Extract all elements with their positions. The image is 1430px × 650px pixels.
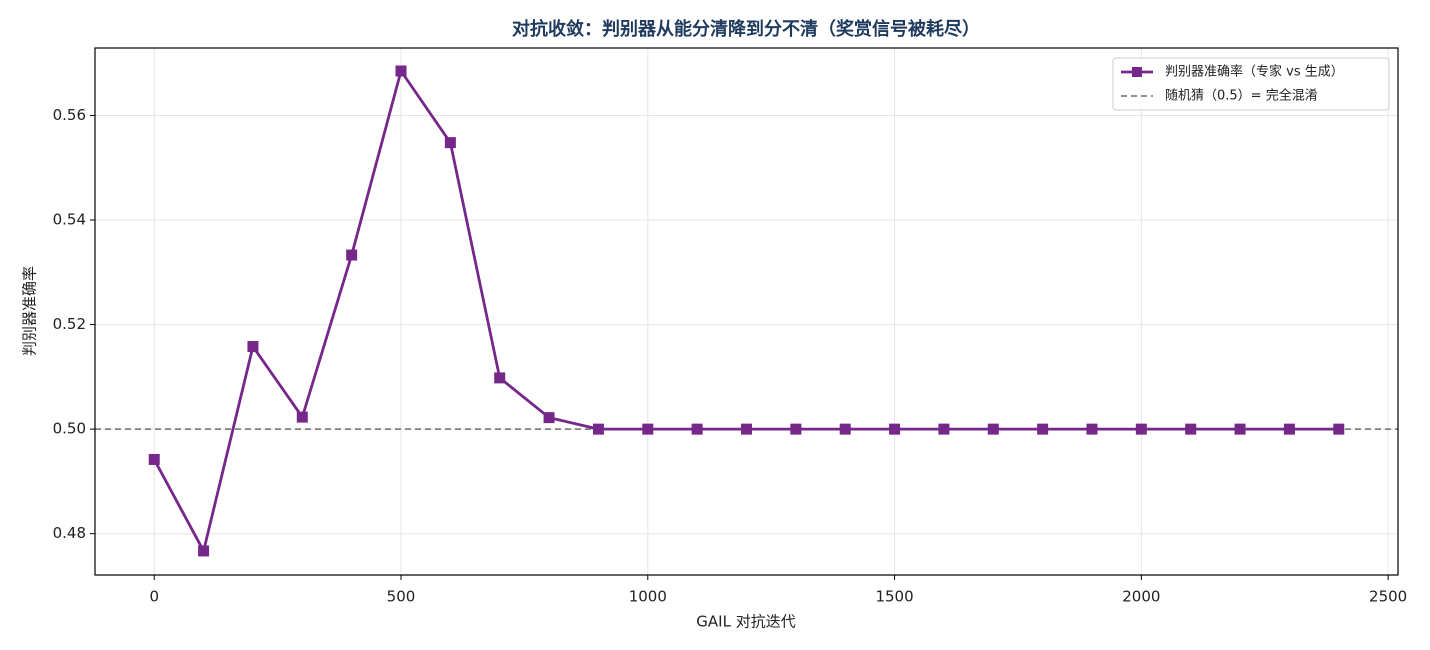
y-tick-label: 0.56 xyxy=(53,106,86,124)
data-point xyxy=(395,65,407,77)
data-point xyxy=(444,137,456,149)
x-tick-label: 0 xyxy=(149,588,159,606)
data-point xyxy=(1037,423,1049,435)
y-tick-label: 0.54 xyxy=(53,211,86,229)
plot-frame xyxy=(94,47,1399,576)
x-tick-label: 1000 xyxy=(629,588,667,606)
data-point xyxy=(642,423,654,435)
data-point xyxy=(247,341,259,353)
x-tick-label: 500 xyxy=(387,588,416,606)
data-point xyxy=(889,423,901,435)
data-point xyxy=(592,423,604,435)
data-point xyxy=(741,423,752,435)
data-line xyxy=(152,67,1339,555)
data-point xyxy=(790,423,802,435)
y-tick-label: 0.50 xyxy=(53,420,86,438)
legend-label: 判别器准确率（专家 vs 生成） xyxy=(1165,64,1344,80)
legend-marker xyxy=(1132,67,1142,77)
data-point xyxy=(346,249,358,261)
y-tick-label: 0.48 xyxy=(53,524,86,542)
data-point xyxy=(494,372,506,384)
x-axis-label: GAIL 对抗迭代 xyxy=(696,613,795,631)
y-axis-label: 判别器准确率 xyxy=(21,266,39,356)
data-point xyxy=(839,423,851,435)
data-point xyxy=(1185,423,1197,435)
data-point xyxy=(1283,423,1295,435)
x-tick-label: 2500 xyxy=(1369,588,1407,606)
data-point xyxy=(198,545,210,557)
data-point xyxy=(938,423,950,435)
y-tick-label: 0.52 xyxy=(53,315,86,333)
x-tick-label: 2000 xyxy=(1122,588,1160,606)
data-point xyxy=(543,412,555,424)
legend-label: 随机猜（0.5）= 完全混淆 xyxy=(1165,88,1318,104)
legend-box xyxy=(1112,57,1390,111)
data-point xyxy=(691,423,703,435)
data-point xyxy=(1135,423,1147,435)
data-point xyxy=(1234,423,1246,435)
data-point xyxy=(296,411,308,423)
chart-title: 对抗收敛：判别器从能分清降到分不清（奖赏信号被耗尽） xyxy=(512,18,980,40)
data-point xyxy=(1086,423,1098,435)
data-point xyxy=(148,453,160,465)
x-tick-label: 1500 xyxy=(875,588,913,606)
data-point xyxy=(1333,423,1345,435)
data-point xyxy=(987,423,999,435)
